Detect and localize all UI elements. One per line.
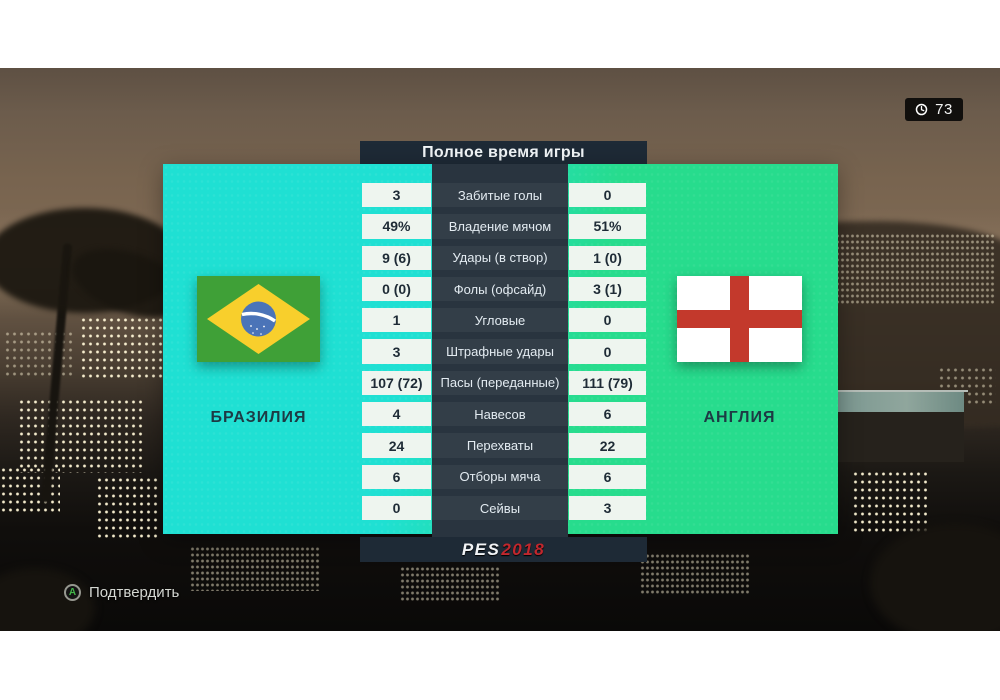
stat-value-away: 111 (79) [569, 370, 646, 396]
stadium-city-background: 73 Полное время игры [0, 68, 1000, 631]
city-lights [640, 553, 750, 595]
pes-logo-text: PES [461, 539, 501, 559]
palm-silhouette [870, 523, 1000, 631]
city-lights [852, 470, 927, 532]
city-lights [830, 233, 995, 305]
clock-icon [915, 103, 928, 116]
building-roof [832, 390, 968, 392]
stat-value-away: 3 (1) [569, 276, 646, 302]
screen-title: Полное время игры [422, 144, 585, 161]
city-lights [80, 316, 165, 381]
stat-value-away: 0 [569, 183, 646, 208]
stat-value-home: 24 [362, 433, 431, 458]
confirm-prompt[interactable]: A Подтвердить [64, 584, 179, 601]
stat-value-home: 3 [362, 183, 431, 208]
pes-logo-bar: PES 2018 [360, 537, 647, 562]
pes-logo-year: 2018 [501, 539, 546, 559]
stat-label: Забитые голы [432, 183, 568, 208]
away-team-name: АНГЛИЯ [703, 409, 776, 426]
confirm-label: Подтвердить [89, 584, 180, 601]
brazil-flag-icon [197, 276, 320, 362]
stats-label-column [432, 164, 568, 537]
stat-value-away: 22 [569, 433, 646, 458]
stat-value-away: 1 (0) [569, 245, 646, 270]
stat-value-away: 0 [569, 339, 646, 364]
glass-building [832, 390, 968, 462]
stat-value-away: 0 [569, 308, 646, 333]
stat-value-home: 3 [362, 339, 431, 364]
stat-value-away: 51% [569, 214, 646, 239]
stat-label: Штрафные удары [432, 339, 568, 364]
stat-value-home: 9 (6) [362, 245, 431, 270]
city-lights [18, 398, 143, 473]
england-flag-icon [677, 276, 802, 362]
stat-value-home: 107 (72) [362, 370, 431, 396]
stat-value-away: 6 [569, 464, 646, 489]
stat-label: Навесов [432, 402, 568, 427]
stat-value-away: 6 [569, 402, 646, 427]
city-lights [190, 546, 320, 591]
city-lights [400, 566, 500, 601]
stat-value-home: 49% [362, 214, 431, 239]
stat-value-home: 4 [362, 402, 431, 427]
building-glass [836, 392, 964, 412]
stat-value-home: 6 [362, 464, 431, 489]
stat-value-away: 3 [569, 495, 646, 521]
stat-label: Удары (в створ) [432, 245, 568, 270]
screen-title-bar: Полное время игры [360, 141, 647, 165]
stat-label: Угловые [432, 308, 568, 333]
stat-label: Фолы (офсайд) [432, 276, 568, 302]
city-lights [96, 476, 158, 541]
match-minute: 73 [935, 101, 953, 118]
away-values-column: 0 51% 1 (0) 3 (1) 0 0 111 (79) 6 22 6 3 [569, 183, 646, 521]
stat-value-home: 0 [362, 495, 431, 521]
home-team-name: БРАЗИЛИЯ [210, 409, 307, 426]
stat-label: Владение мячом [432, 214, 568, 239]
stat-label: Пасы (переданные) [432, 370, 568, 396]
stat-label: Перехваты [432, 433, 568, 458]
match-timer-badge: 73 [905, 98, 963, 121]
gamepad-a-button-icon: A [64, 584, 81, 601]
stat-label: Сейвы [432, 495, 568, 521]
stat-value-home: 0 (0) [362, 276, 431, 302]
stat-value-home: 1 [362, 308, 431, 333]
stat-label: Отборы мяча [432, 464, 568, 489]
stat-labels-column: Забитые голы Владение мячом Удары (в ств… [432, 183, 568, 521]
home-values-column: 3 49% 9 (6) 0 (0) 1 3 107 (72) 4 24 6 0 [362, 183, 431, 521]
